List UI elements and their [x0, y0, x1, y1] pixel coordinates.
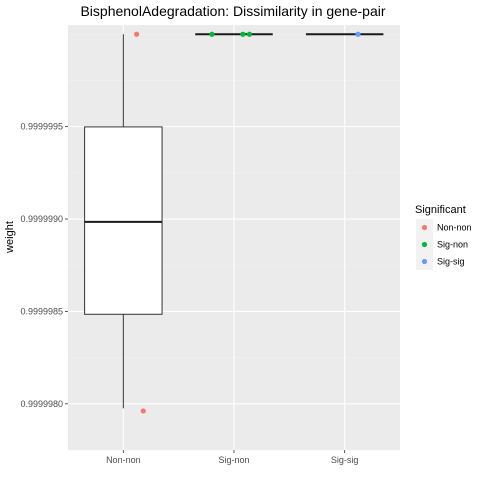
point-sig-sig	[355, 31, 361, 37]
legend-item-sig-non: Sig-non	[416, 236, 468, 253]
y-tick-label: 0.9999995	[20, 122, 63, 132]
legend-label: Sig-sig	[437, 257, 465, 267]
legend-item-non-non: Non-non	[416, 219, 472, 236]
legend-marker	[421, 224, 428, 231]
boxes	[84, 33, 384, 409]
point-non-non	[134, 31, 140, 37]
legend-item-sig-sig: Sig-sig	[416, 253, 465, 270]
legend-title: Significant	[415, 204, 466, 216]
legend-label: Non-non	[437, 223, 472, 233]
legend: Significant Non-non Sig-non Sig-sig	[415, 204, 472, 270]
x-tick-label: Non-non	[106, 455, 141, 465]
point-sig-non	[246, 31, 253, 37]
plot-panel	[68, 25, 400, 451]
legend-label: Sig-non	[437, 240, 468, 250]
point-non-non	[140, 408, 146, 414]
x-tick-label: Sig-sig	[331, 455, 359, 465]
y-axis-title: weight	[4, 221, 16, 254]
y-tick-label: 0.9999985	[20, 306, 63, 316]
x-axis: Non-non Sig-non Sig-sig	[106, 450, 358, 465]
point-sig-non	[240, 31, 246, 37]
point-sig-non	[209, 31, 215, 37]
points	[134, 31, 361, 414]
y-axis: 0.9999980 0.9999985 0.9999990 0.9999995	[20, 122, 68, 409]
box-body	[84, 126, 163, 315]
y-tick-label: 0.9999980	[20, 399, 63, 409]
box-non-non	[84, 34, 163, 409]
legend-marker	[421, 241, 428, 248]
chart-title: BisphenolAdegradation: Dissimilarity in …	[80, 3, 385, 19]
y-tick-label: 0.9999990	[20, 214, 63, 224]
x-tick-label: Sig-non	[218, 455, 249, 465]
legend-marker	[421, 258, 428, 265]
